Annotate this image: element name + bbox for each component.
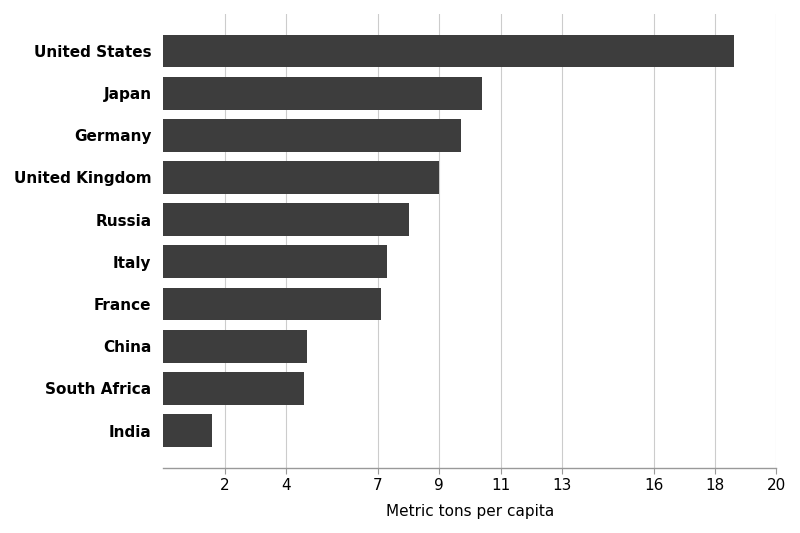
Bar [163, 287, 381, 320]
Bar [163, 35, 734, 67]
Bar [163, 161, 439, 194]
Bar [163, 203, 409, 236]
Bar [163, 414, 212, 447]
Bar [163, 245, 387, 278]
X-axis label: Metric tons per capita: Metric tons per capita [386, 504, 554, 519]
Bar [163, 372, 304, 405]
Bar [163, 119, 461, 152]
Bar [163, 77, 482, 110]
Bar [163, 330, 307, 362]
